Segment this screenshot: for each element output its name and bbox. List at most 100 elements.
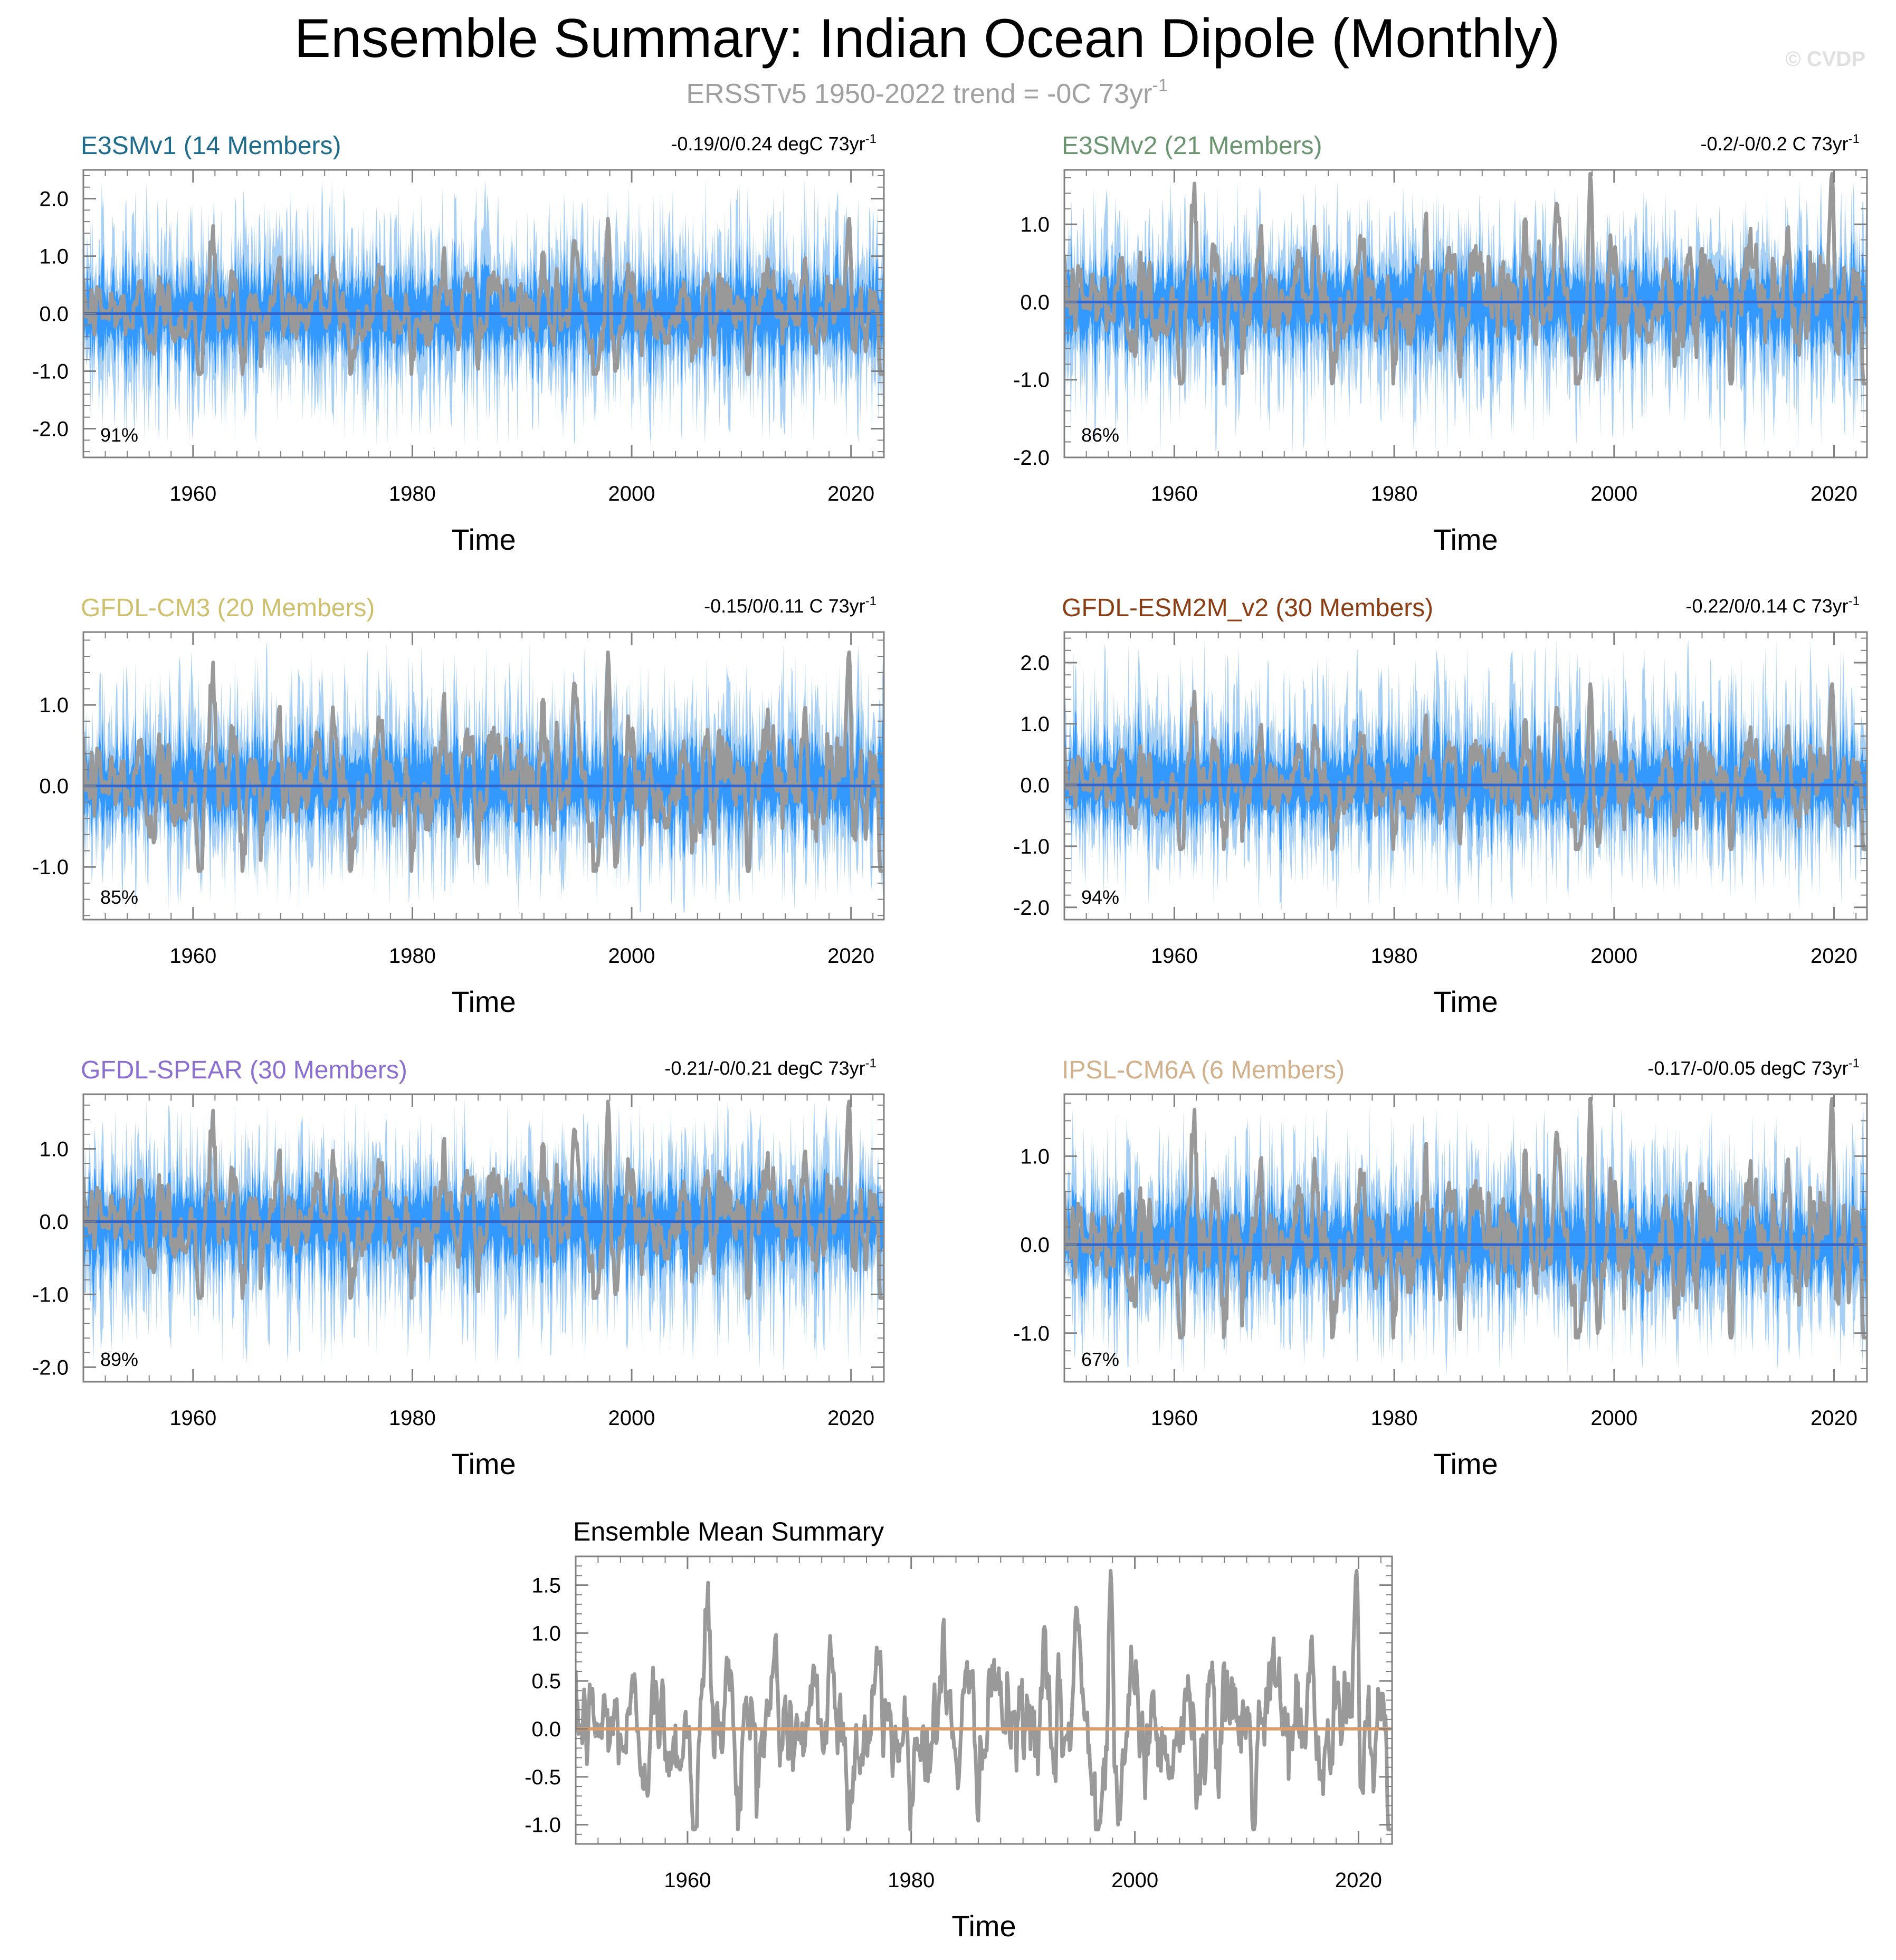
x-tick-label: 2000 (1590, 1407, 1637, 1430)
y-tick-label: -2.0 (1013, 896, 1050, 920)
trend-label: -0.22/0/0.14 C 73yr-1 (1685, 594, 1860, 617)
panel-2: E3SMv2 (21 Members) -0.2/-0/0.2 C 73yr-1 1… (1013, 132, 1868, 556)
ensemble-range-inner (83, 697, 883, 865)
plot-frame (1063, 631, 1868, 921)
y-tick-label: 0.0 (39, 775, 69, 798)
plot-area (1064, 171, 1867, 456)
panel-7: Ensemble Mean Summary 1960 1980 2000 2020 1.5… (525, 1517, 1393, 1943)
x-tick-label: 2020 (1811, 482, 1857, 505)
y-tick-label: -1.0 (1013, 1322, 1050, 1345)
observation-line (83, 650, 884, 873)
percent-label: 91% (100, 424, 138, 446)
x-tick-label: 2020 (1811, 944, 1857, 968)
panel-5: GFDL-SPEAR (30 Members) -0.21/-0/0.21 deg… (32, 1056, 885, 1480)
x-tick-label: 1960 (1151, 944, 1198, 968)
y-tick-label: 1.0 (1020, 1145, 1050, 1168)
trend-label: -0.2/-0/0.2 C 73yr-1 (1701, 132, 1860, 155)
panel-1: E3SMv1 (14 Members) -0.19/0/0.24 degC 73y… (32, 132, 885, 556)
y-tick-label: 0.0 (39, 303, 69, 326)
y-tick-label: -2.0 (32, 418, 69, 441)
figure-title: Ensemble Summary: Indian Ocean Dipole (M… (294, 8, 1560, 69)
ensemble-range-inner (83, 1142, 883, 1314)
percent-label: 94% (1081, 886, 1119, 908)
y-tick-label: -1.0 (1013, 835, 1050, 858)
figure-subtitle: ERSSTv5 1950-2022 trend = -0C 73yr-1 (686, 75, 1168, 109)
y-tick-label: 2.0 (39, 188, 69, 211)
observation-line (576, 1569, 1392, 1832)
percent-label: 86% (1081, 424, 1119, 446)
y-tick-label: 0.5 (531, 1670, 561, 1693)
y-tick-label: 1.0 (39, 694, 69, 717)
x-tick-label: 1980 (888, 1869, 935, 1892)
y-tick-label: -1.0 (32, 856, 69, 879)
panel-4: GFDL-ESM2M_v2 (30 Members) -0.22/0/0.14 C… (1013, 594, 1868, 1018)
x-axis-label: Time (451, 523, 516, 556)
y-tick-label: -2.0 (32, 1356, 69, 1379)
y-tick-label: -1.0 (32, 1283, 69, 1306)
x-tick-label: 1980 (1371, 944, 1418, 968)
x-tick-label: 2000 (1590, 482, 1637, 505)
x-tick-label: 1960 (664, 1869, 711, 1892)
plot-area (83, 176, 884, 448)
panel-title: GFDL-SPEAR (30 Members) (81, 1056, 407, 1084)
y-tick-label: -1.0 (1013, 369, 1050, 392)
x-tick-label: 1960 (169, 482, 216, 505)
panel-title: IPSL-CM6A (6 Members) (1062, 1056, 1345, 1084)
x-tick-label: 2000 (608, 1407, 655, 1430)
y-tick-label: -1.0 (525, 1814, 561, 1837)
panel-3: GFDL-CM3 (20 Members) -0.15/0/0.11 C 73yr… (32, 594, 885, 1018)
plot-frame (1063, 169, 1868, 458)
x-tick-label: 1980 (389, 1407, 436, 1430)
plot-frame (82, 631, 885, 921)
x-tick-label: 1980 (389, 944, 436, 968)
y-tick-label: 0.0 (1020, 774, 1050, 797)
x-tick-label: 2000 (1590, 944, 1637, 968)
x-axis-label: Time (1433, 523, 1498, 556)
observation-line (1064, 171, 1867, 386)
x-axis-label: Time (1433, 1447, 1498, 1480)
percent-label: 89% (100, 1349, 138, 1370)
trend-label: -0.17/-0/0.05 degC 73yr-1 (1647, 1056, 1860, 1079)
plot-frame (1063, 1093, 1868, 1383)
trend-label: -0.21/-0/0.21 degC 73yr-1 (664, 1056, 876, 1079)
x-tick-label: 1960 (1151, 482, 1198, 505)
percent-label: 85% (100, 886, 138, 908)
x-tick-label: 2020 (1811, 1407, 1857, 1430)
y-tick-label: -0.5 (525, 1766, 561, 1789)
y-tick-label: 0.0 (1020, 291, 1050, 314)
x-tick-label: 2000 (608, 944, 655, 968)
y-tick-label: 1.0 (39, 1137, 69, 1161)
x-axis-label: Time (951, 1909, 1016, 1943)
x-tick-label: 2020 (827, 944, 874, 968)
x-tick-label: 1980 (389, 482, 436, 505)
x-tick-label: 2020 (827, 1407, 874, 1430)
ensemble-range-inner (1064, 693, 1866, 865)
observation-line (1064, 682, 1867, 852)
panel-title: GFDL-CM3 (20 Members) (81, 594, 375, 622)
trend-label: -0.19/0/0.24 degC 73yr-1 (671, 132, 876, 155)
panels: E3SMv1 (14 Members) -0.19/0/0.24 degC 73y… (32, 132, 1868, 1943)
observation-line (1064, 1096, 1867, 1340)
watermark: © CVDP (1785, 47, 1865, 71)
x-tick-label: 2020 (1335, 1869, 1382, 1892)
y-tick-label: 2.0 (1020, 652, 1050, 675)
x-tick-label: 1960 (169, 1407, 216, 1430)
x-tick-label: 1960 (169, 944, 216, 968)
x-tick-label: 1980 (1371, 482, 1418, 505)
y-tick-label: -2.0 (1013, 446, 1050, 470)
y-tick-label: 0.0 (39, 1210, 69, 1234)
panel-title: Ensemble Mean Summary (573, 1517, 884, 1546)
x-tick-label: 2000 (1111, 1869, 1158, 1892)
y-tick-label: 0.0 (531, 1718, 561, 1741)
x-axis-label: Time (1433, 985, 1498, 1018)
plot-area (576, 1569, 1392, 1832)
y-tick-label: 1.0 (39, 245, 69, 269)
plot-area (1064, 1096, 1867, 1378)
y-tick-label: -1.0 (32, 360, 69, 384)
plot-area (1064, 639, 1867, 911)
y-tick-label: 0.0 (1020, 1234, 1050, 1257)
x-tick-label: 1960 (1151, 1407, 1198, 1430)
panel-6: IPSL-CM6A (6 Members) -0.17/-0/0.05 degC … (1013, 1056, 1868, 1480)
plot-frame (82, 1093, 885, 1383)
